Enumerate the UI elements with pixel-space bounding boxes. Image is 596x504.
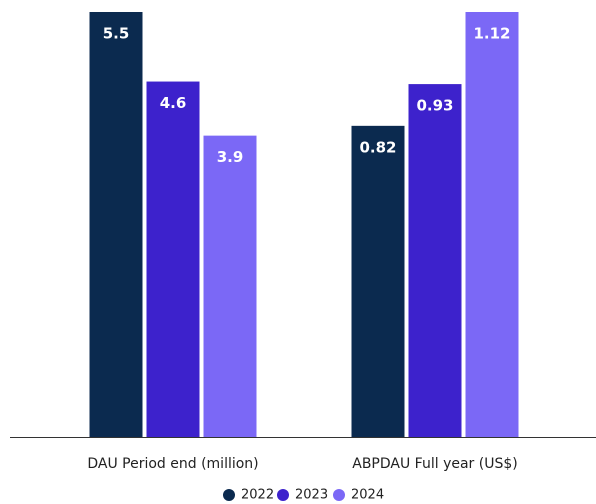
x-tick-label: DAU Period end (million) [87,456,258,472]
value-label: 4.6 [160,94,187,112]
value-label: 5.5 [103,25,130,43]
x-tick-label: ABPDAU Full year (US$) [352,456,517,472]
legend-label: 2022 [241,488,274,503]
legend-label: 2024 [351,488,384,503]
bar [351,125,405,437]
bar [146,81,200,437]
value-label: 0.82 [359,138,396,156]
legend-swatch [333,489,345,501]
legend-label: 2023 [295,488,328,503]
value-label: 0.93 [416,97,453,115]
value-label: 3.9 [217,148,244,166]
legend-swatch [277,489,289,501]
bar [408,84,462,438]
value-label: 1.12 [473,25,510,43]
bar [465,12,519,437]
bar [89,12,143,437]
legend-swatch [223,489,235,501]
bar [203,135,257,438]
